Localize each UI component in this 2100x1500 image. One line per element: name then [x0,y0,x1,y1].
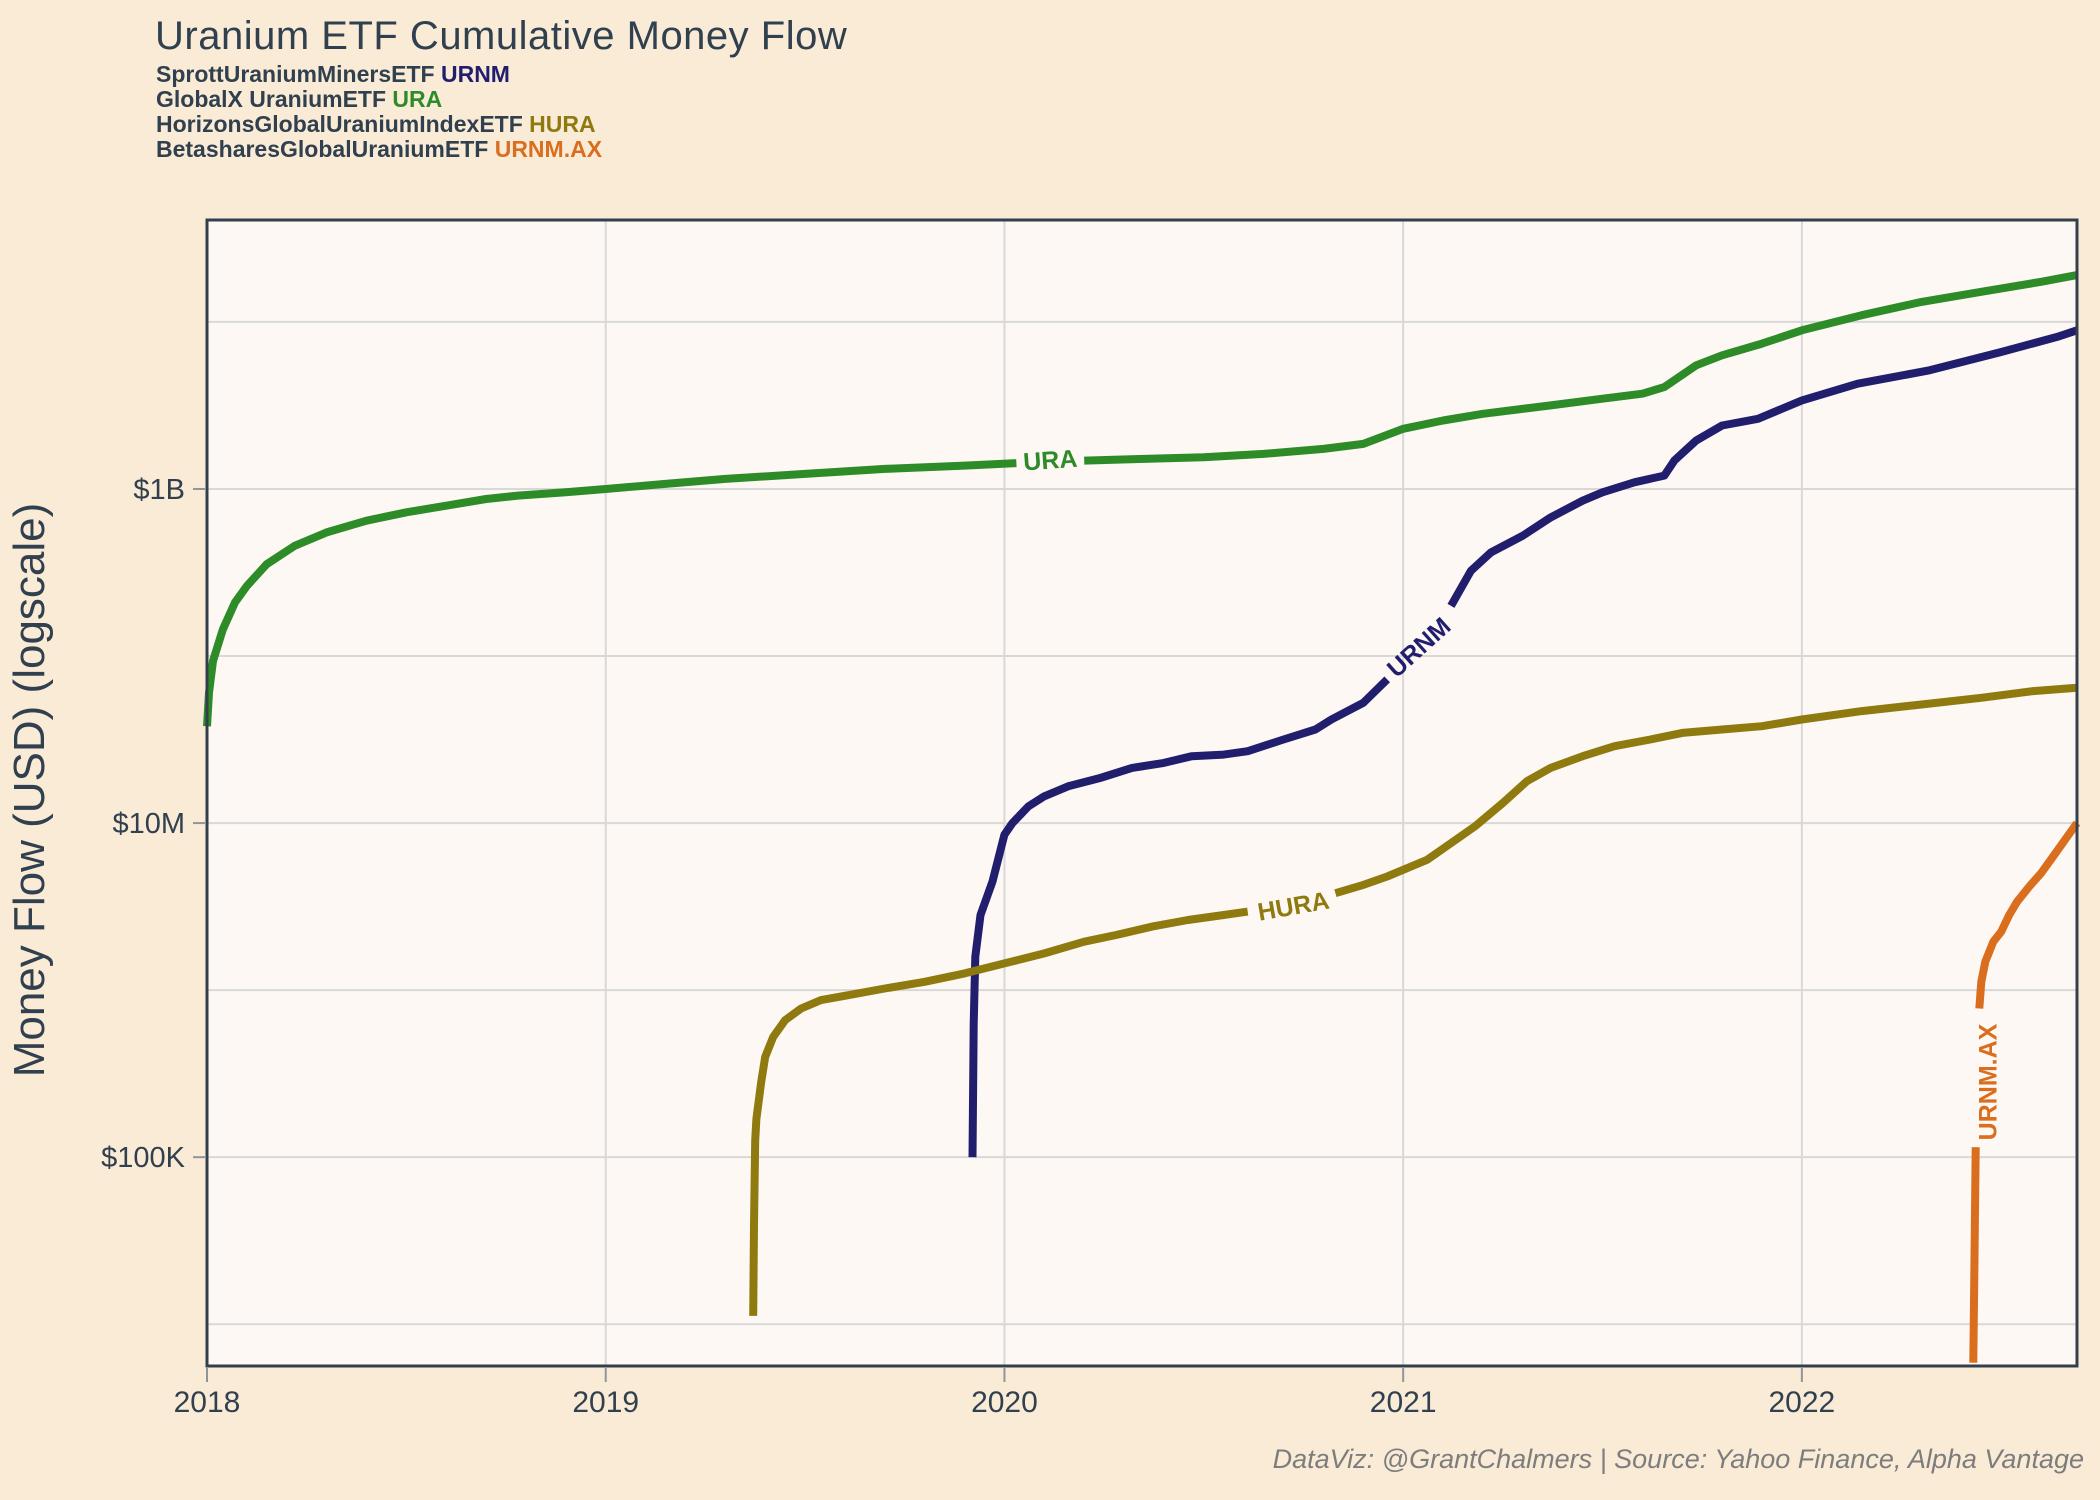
x-tick-label-2022: 2022 [1769,1386,1836,1419]
chart-caption: DataViz: @GrantChalmers | Source: Yahoo … [1272,1444,2084,1474]
x-tick-label-2019: 2019 [572,1386,639,1419]
series-line-HURA-seg1 [1334,683,2078,898]
legend-fund-name: SprottUraniumMinersETF [156,61,441,87]
legend-ticker: URA [392,86,443,112]
legend-ticker: URNM [440,61,510,87]
chart-title: Uranium ETF Cumulative Money Flow [155,14,848,58]
series-label-URA: URA [1022,445,1078,477]
series-line-URNM.AX-seg1 [1975,820,2081,1009]
y-tick-label-$100K: $100K [101,1142,186,1174]
legend-fund-name: HorizonsGlobalUraniumIndexETF [156,111,530,137]
legend-item-HURA: HorizonsGlobalUraniumIndexETF HURA [156,112,602,137]
legend-ticker: URNM.AX [494,136,603,162]
chart-legend: SprottUraniumMinersETF URNM GlobalX Urani… [156,62,602,162]
x-tick-label-2021: 2021 [1370,1386,1437,1419]
series-line-URA-seg0 [203,459,1017,727]
series-line-URNM-seg0 [968,676,1390,1158]
y-tick-label-$10M: $10M [112,808,185,840]
x-tick-label-2018: 2018 [174,1386,241,1419]
x-tick-label-2020: 2020 [971,1386,1038,1419]
series-label-URNM.AX: URNM.AX [1975,1023,2003,1140]
series-line-URA-seg1 [1084,271,2078,465]
legend-fund-name: GlobalX UraniumETF [156,86,393,112]
legend-item-URA: GlobalX UraniumETF URA [156,87,602,112]
legend-item-URNM.AX: BetasharesGlobalUraniumETF URNM.AX [156,137,602,162]
plot-area [207,220,2077,1366]
y-tick-label-$1B: $1B [133,474,185,506]
series-line-URNM.AX-seg0 [1969,1147,1980,1363]
legend-ticker: HURA [529,111,596,137]
series-line-URNM-seg1 [1447,326,2079,608]
legend-item-URNM: SprottUraniumMinersETF URNM [156,62,602,87]
plot-border [205,218,2079,1368]
series-line-HURA-seg0 [749,907,1249,1316]
legend-fund-name: BetasharesGlobalUraniumETF [156,136,495,162]
y-axis-title: Money Flow (USD) (logscale) [5,503,54,1078]
